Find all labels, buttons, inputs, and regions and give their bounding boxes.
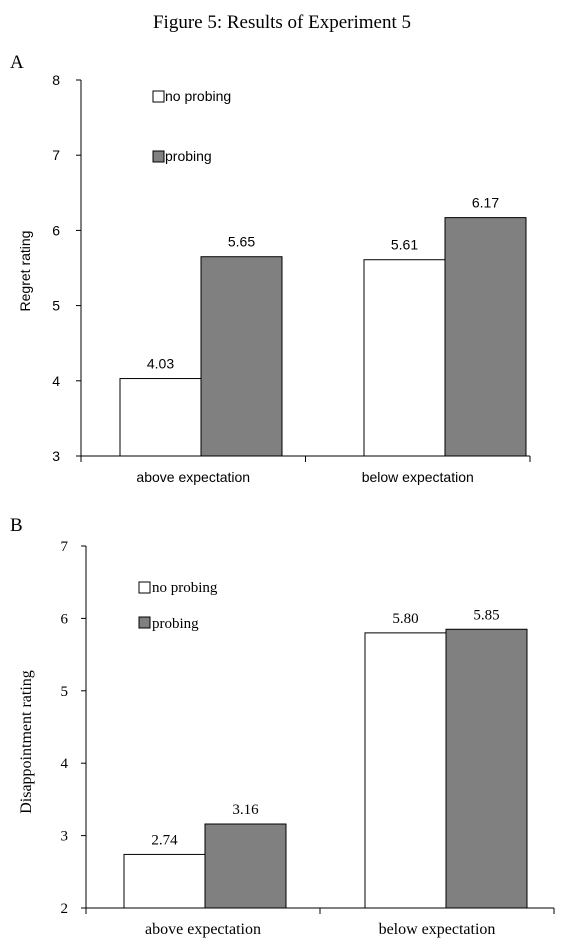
panel-a-y-tick-label: 5: [52, 298, 60, 314]
panel-a-y-tick-label: 8: [52, 72, 60, 88]
figure-title: Figure 5: Results of Experiment 5: [153, 12, 411, 33]
panel-a-bar-no-probing: [119, 378, 202, 457]
panel-b-y-tick-label: 5: [61, 684, 69, 700]
panel-a-y-axis-label: Regret rating: [17, 231, 33, 312]
panel-b-data-label-probing: 5.85: [473, 607, 499, 623]
legend-swatch-no-probing: [152, 90, 165, 103]
panel-a-chart: A Regret rating 3 4 5 6 7 8 above expectation b…: [10, 52, 531, 485]
panel-a-data-label-probing: 5.65: [228, 234, 255, 250]
legend-label-no-probing: no probing: [165, 88, 231, 104]
panel-b-data-label-no-probing: 2.74: [151, 832, 178, 848]
panel-a-data-label-no-probing: 5.61: [391, 237, 418, 253]
panel-a-bar-probing: [444, 217, 527, 457]
panel-b-bar-no-probing: [364, 632, 447, 909]
panel-a-bar-no-probing: [363, 259, 446, 457]
panel-a-y-tick-label: 3: [52, 448, 60, 464]
panel-b-y-tick-label: 4: [61, 756, 69, 772]
panel-b-bar-probing: [204, 823, 287, 909]
panel-b-data-label-no-probing: 5.80: [392, 611, 418, 627]
panel-b-bar-probing: [445, 628, 528, 909]
panel-a-data-label-probing: 6.17: [472, 195, 499, 211]
panel-b-y-axis-label: Disappointment rating: [18, 670, 35, 814]
panel-a-data-label-no-probing: 4.03: [147, 356, 174, 372]
panel-b-data-label-probing: 3.16: [232, 802, 259, 818]
panel-a-legend: no probing probing: [152, 88, 231, 164]
panel-a-label: A: [10, 52, 24, 73]
panel-a-y-tick-label: 4: [52, 373, 60, 389]
legend-label-probing: probing: [152, 616, 199, 632]
panel-b-label: B: [10, 515, 23, 536]
panel-a-bar-probing: [200, 256, 283, 457]
panel-b-y-tick-label: 3: [61, 829, 69, 845]
panel-b-y-tick-label: 7: [61, 539, 69, 555]
panel-a-y-tick-label: 7: [52, 147, 60, 163]
panel-b-x-category-label: below expectation: [379, 921, 496, 938]
legend-swatch-probing: [152, 150, 165, 163]
legend-label-no-probing: no probing: [152, 580, 218, 596]
panel-a-x-category-label: above expectation: [136, 469, 250, 485]
panel-b-legend: no probing probing: [138, 580, 218, 632]
legend-swatch-no-probing: [138, 581, 151, 594]
legend-label-probing: probing: [165, 148, 212, 164]
panel-b-bar-no-probing: [123, 853, 206, 909]
panel-b-y-tick-label: 2: [61, 901, 69, 917]
panel-b-x-category-label: above expectation: [145, 921, 261, 938]
legend-swatch-probing: [138, 616, 151, 629]
panel-b-y-tick-label: 6: [61, 611, 69, 627]
panel-b-chart: B Disappointment rating 2 3 4 5 6 7 above expe…: [10, 515, 555, 938]
panel-a-x-category-label: below expectation: [362, 469, 474, 485]
panel-a-y-tick-label: 6: [52, 222, 60, 238]
